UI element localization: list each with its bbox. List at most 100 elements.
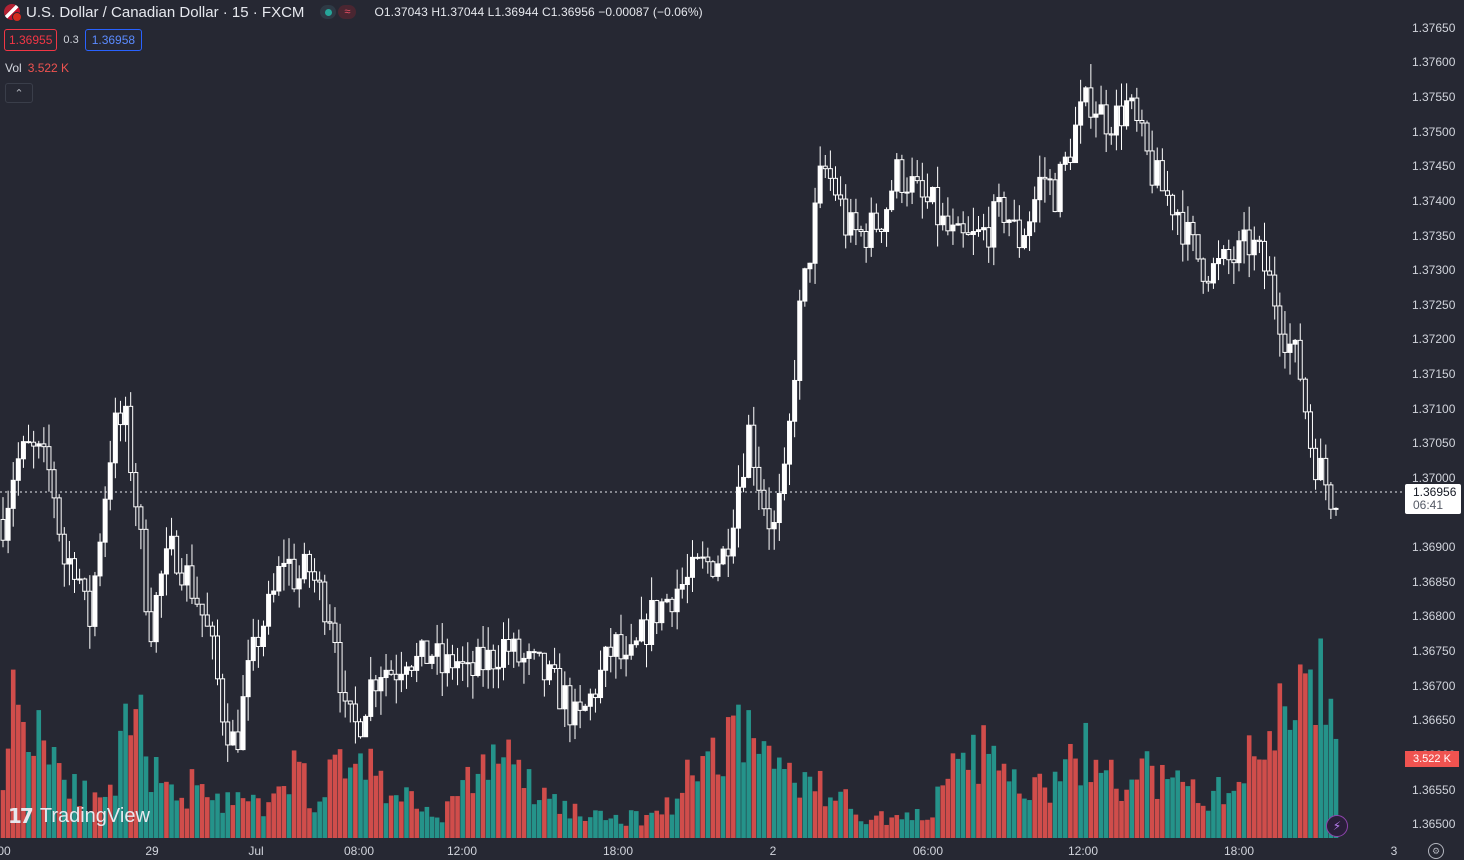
volume-bar xyxy=(940,785,946,838)
candle xyxy=(981,213,987,241)
candle xyxy=(587,688,593,721)
candle xyxy=(414,642,420,683)
volume-bar xyxy=(1098,772,1104,838)
time-tick-label: 3 xyxy=(1390,844,1398,858)
candle xyxy=(1006,218,1012,237)
symbol-title[interactable]: U.S. Dollar / Canadian Dollar · 15 · FXC… xyxy=(26,3,305,21)
volume-bar xyxy=(996,770,1002,838)
volume-bar xyxy=(976,783,981,838)
volume-bar xyxy=(511,764,517,838)
volume-bar xyxy=(715,774,721,838)
volume-bar xyxy=(429,816,435,838)
volume-bar xyxy=(1313,724,1318,838)
volume-bar xyxy=(388,795,394,838)
candle xyxy=(899,154,905,204)
market-open-icon[interactable] xyxy=(320,5,337,19)
volume-bar xyxy=(720,776,726,838)
volume-bar xyxy=(51,747,57,838)
volume-bar xyxy=(1017,793,1022,838)
volume-bar xyxy=(659,814,665,838)
volume-bar xyxy=(327,759,333,838)
volume-bar xyxy=(225,792,231,838)
volume-legend[interactable]: Vol 3.522 K xyxy=(5,61,69,75)
candle xyxy=(419,639,425,667)
candle xyxy=(470,650,476,699)
volume-bar xyxy=(1073,758,1078,838)
volume-bar xyxy=(874,815,879,838)
candle xyxy=(924,173,930,209)
volume-bar xyxy=(1282,706,1288,838)
buy-button[interactable]: 1.36958 xyxy=(84,29,143,51)
volume-bar xyxy=(276,786,282,838)
last-price-label: 1.36956 06:41 xyxy=(1405,484,1461,514)
symbol-legend[interactable]: U.S. Dollar / Canadian Dollar · 15 · FXC… xyxy=(4,2,703,22)
volume-bar xyxy=(577,816,583,838)
volume-bar xyxy=(1042,787,1048,838)
candle xyxy=(817,146,823,209)
candle xyxy=(434,624,440,675)
candle xyxy=(531,648,537,660)
candle xyxy=(20,435,26,468)
candle xyxy=(996,183,1002,217)
volume-bar xyxy=(143,756,149,838)
market-status[interactable]: ≈ xyxy=(320,5,357,19)
settings-gear-icon[interactable]: ⚙ xyxy=(1428,843,1444,859)
candle xyxy=(429,654,435,670)
candle xyxy=(424,640,430,664)
volume-bar xyxy=(1231,790,1237,838)
candle xyxy=(1251,226,1257,271)
candle xyxy=(940,202,946,231)
candle xyxy=(271,573,277,603)
tradingview-text: TradingView xyxy=(39,804,150,827)
tradingview-icon: 17 xyxy=(8,804,34,828)
volume-bar xyxy=(526,769,532,838)
volume-bar xyxy=(307,808,312,838)
candle xyxy=(409,665,415,678)
volume-bar xyxy=(1103,770,1109,838)
collapse-legend-button[interactable]: ⌃ xyxy=(5,83,33,103)
candle xyxy=(1011,199,1017,223)
candle xyxy=(930,186,936,205)
time-tick-label: 12:00 xyxy=(446,844,478,858)
volume-bar xyxy=(1246,735,1252,838)
price-tick-label: 1.37250 xyxy=(1412,297,1456,312)
volume-bar xyxy=(598,810,603,838)
tradingview-logo[interactable]: 17 TradingView xyxy=(8,804,150,828)
candle xyxy=(567,677,573,743)
candle xyxy=(87,575,93,649)
volume-bar xyxy=(317,801,322,838)
candle xyxy=(148,587,154,647)
volume-bar xyxy=(812,791,818,838)
volume-bar xyxy=(409,791,414,838)
price-tick-label: 1.37150 xyxy=(1412,367,1456,382)
time-tick-label: 2 xyxy=(769,844,777,858)
candle xyxy=(77,568,83,585)
candle xyxy=(659,598,665,631)
sell-button[interactable]: 1.36955 xyxy=(4,29,58,51)
volume-bar xyxy=(1108,759,1114,838)
candle xyxy=(1118,83,1124,150)
candle xyxy=(398,651,404,693)
candle xyxy=(608,628,614,673)
candle xyxy=(1282,311,1288,369)
candle xyxy=(654,599,660,635)
candle xyxy=(260,620,266,657)
volume-bar xyxy=(628,810,634,838)
candle xyxy=(710,560,716,579)
volume-bar xyxy=(439,822,445,838)
volume-bar xyxy=(725,717,731,838)
candle xyxy=(832,166,838,201)
candle xyxy=(935,166,941,247)
lightning-icon[interactable]: ⚡ xyxy=(1326,815,1348,837)
volume-bar xyxy=(1006,781,1012,838)
volume-bar xyxy=(858,821,864,838)
candle xyxy=(174,530,180,575)
volume-bar xyxy=(807,776,813,838)
volume-bar xyxy=(332,754,338,838)
candle xyxy=(1027,211,1033,251)
candle xyxy=(889,180,895,213)
volume-bar xyxy=(1011,769,1017,838)
volume-bar xyxy=(475,773,481,838)
data-delay-icon[interactable]: ≈ xyxy=(338,5,357,19)
